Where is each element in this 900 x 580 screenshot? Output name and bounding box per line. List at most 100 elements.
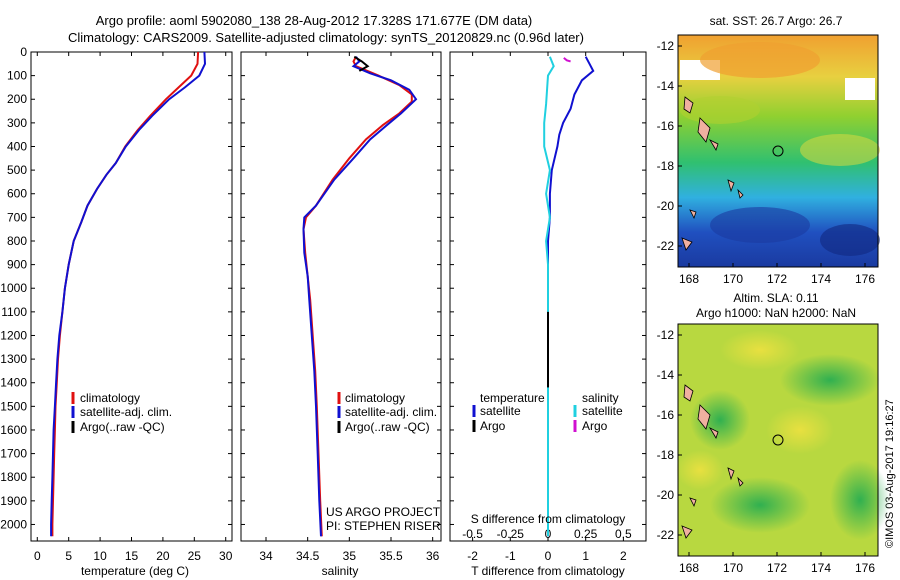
depth-tick-label: 1200 bbox=[0, 328, 27, 342]
x-tick-label-salinity: -0.5 bbox=[462, 527, 483, 541]
depth-tick-label: 1000 bbox=[0, 281, 27, 295]
x-tick-label: 36 bbox=[426, 549, 440, 563]
x-tick-label-salinity: -0.25 bbox=[497, 527, 525, 541]
temperature-plot: 0 5 10 15 20 25 30 bbox=[34, 51, 233, 563]
map-y-tick-label: -14 bbox=[657, 79, 675, 93]
depth-tick-label: 0 bbox=[20, 45, 27, 59]
x-tick-label: 20 bbox=[156, 549, 170, 563]
map-x-tick-label: 168 bbox=[679, 272, 699, 286]
legend-label-salinity-argo: Argo bbox=[582, 419, 608, 433]
depth-tick-label: 2000 bbox=[0, 517, 27, 531]
map-x-tick-label: 176 bbox=[855, 272, 875, 286]
series-line bbox=[302, 56, 413, 537]
x-tick-label: 30 bbox=[219, 549, 233, 563]
depth-axis: 0 100 200 300 400 500 600 700 800 900 1000 1100 1200… bbox=[0, 45, 646, 531]
legend-title-salinity: salinity bbox=[582, 391, 619, 405]
x-tick-label: 15 bbox=[125, 549, 139, 563]
map-x-tick-label: 176 bbox=[855, 561, 875, 575]
depth-tick-label: 600 bbox=[7, 187, 27, 201]
figure-title-line1: Argo profile: aoml 5902080_138 28-Aug-20… bbox=[96, 13, 533, 28]
sst-map-axes: 168 170 172 174 176 -12 -14 -16 -18 -20 -22 bbox=[657, 39, 876, 286]
depth-tick-label: 1600 bbox=[0, 423, 27, 437]
series-line bbox=[543, 56, 555, 537]
difference-xlabel-s: S difference from climatology bbox=[471, 512, 626, 526]
sst-map bbox=[677, 34, 880, 268]
x-tick-label: 35 bbox=[343, 549, 357, 563]
x-tick-label: 35.5 bbox=[379, 549, 403, 563]
sla-map-axes: 168 170 172 174 176 -12 -14 -16 -18 -20 -22 bbox=[657, 328, 876, 575]
figure-title-line2: Climatology: CARS2009. Satellite-adjuste… bbox=[68, 30, 584, 45]
depth-tick-label: 800 bbox=[7, 234, 27, 248]
legend-label-temperature-satellite: satellite bbox=[480, 404, 521, 418]
legend-label-argo: Argo(..raw -QC) bbox=[345, 420, 430, 434]
depth-tick-label: 1300 bbox=[0, 352, 27, 366]
depth-tick-label: 300 bbox=[7, 116, 27, 130]
map-y-tick-label: -14 bbox=[657, 368, 675, 382]
map-x-tick-label: 174 bbox=[811, 561, 831, 575]
sst-map-title: sat. SST: 26.7 Argo: 26.7 bbox=[710, 14, 843, 28]
depth-tick-label: 400 bbox=[7, 139, 27, 153]
depth-tick-label: 1900 bbox=[0, 494, 27, 508]
map-y-tick-label: -22 bbox=[657, 528, 675, 542]
map-x-tick-label: 170 bbox=[723, 272, 743, 286]
series-line bbox=[547, 56, 595, 537]
legend-label-satellite: satellite-adj. clim. bbox=[80, 405, 172, 419]
map-y-tick-label: -20 bbox=[657, 488, 675, 502]
map-y-tick-label: -20 bbox=[657, 199, 675, 213]
depth-tick-label: 1500 bbox=[0, 399, 27, 413]
depth-tick-label: 700 bbox=[7, 210, 27, 224]
map-y-tick-label: -16 bbox=[657, 119, 675, 133]
legend-label-climatology: climatology bbox=[80, 391, 140, 405]
x-tick-label-salinity: 0.5 bbox=[615, 527, 632, 541]
series-line bbox=[51, 51, 200, 537]
imos-stamp: ©IMOS 03-Aug-2017 19:16:27 bbox=[884, 399, 896, 548]
x-tick-label-salinity: 0.25 bbox=[574, 527, 598, 541]
map-x-tick-label: 168 bbox=[679, 561, 699, 575]
depth-tick-label: 1800 bbox=[0, 470, 27, 484]
depth-tick-label: 900 bbox=[7, 258, 27, 272]
legend-title-temperature: temperature bbox=[480, 391, 545, 405]
map-y-tick-label: -12 bbox=[657, 328, 675, 342]
map-y-tick-label: -22 bbox=[657, 239, 675, 253]
depth-tick-label: 500 bbox=[7, 163, 27, 177]
series-line bbox=[50, 51, 207, 537]
salinity-plot: 34 34.5 35 35.5 36 bbox=[259, 52, 440, 563]
x-tick-label: 2 bbox=[620, 549, 627, 563]
x-tick-label: 5 bbox=[65, 549, 72, 563]
map-y-tick-label: -18 bbox=[657, 159, 675, 173]
series-line bbox=[563, 57, 571, 63]
sla-map bbox=[676, 323, 890, 557]
temperature-legend: climatology satellite-adj. clim. Argo(..… bbox=[71, 391, 172, 434]
argo-location-marker bbox=[772, 434, 784, 446]
legend-label-argo: Argo(..raw -QC) bbox=[80, 420, 165, 434]
series-line bbox=[353, 55, 370, 72]
x-tick-label: 0 bbox=[545, 549, 552, 563]
project-credit: US ARGO PROJECT bbox=[326, 505, 441, 519]
difference-plot: -2 -1 0 1 2-0.5 -0.25 0 0.25 0.5 bbox=[462, 52, 632, 563]
salinity-panel-frame bbox=[240, 51, 442, 542]
series-line bbox=[302, 56, 418, 537]
argo-location-marker bbox=[772, 145, 784, 157]
legend-label-temperature-argo: Argo bbox=[480, 419, 506, 433]
depth-tick-label: 1400 bbox=[0, 376, 27, 390]
x-tick-label: 10 bbox=[93, 549, 107, 563]
x-tick-label: 34 bbox=[259, 549, 273, 563]
legend-label-satellite: satellite-adj. clim. bbox=[345, 405, 437, 419]
depth-tick-label: 100 bbox=[7, 69, 27, 83]
legend-label-salinity-satellite: satellite bbox=[582, 404, 623, 418]
x-tick-label: 1 bbox=[582, 549, 589, 563]
difference-xlabel-t: T difference from climatology bbox=[471, 564, 625, 578]
salinity-xlabel: salinity bbox=[322, 564, 359, 578]
x-tick-label: 34.5 bbox=[296, 549, 320, 563]
sla-map-title-1: Altim. SLA: 0.11 bbox=[733, 291, 818, 305]
depth-tick-label: 200 bbox=[7, 92, 27, 106]
map-x-tick-label: 172 bbox=[767, 272, 787, 286]
depth-tick-label: 1700 bbox=[0, 447, 27, 461]
temperature-xlabel: temperature (deg C) bbox=[81, 564, 189, 578]
temperature-panel-frame bbox=[30, 51, 233, 542]
x-tick-label: 0 bbox=[34, 549, 41, 563]
x-tick-label: -1 bbox=[505, 549, 516, 563]
salinity-legend: climatology satellite-adj. clim. Argo(..… bbox=[337, 391, 437, 434]
x-tick-label: 25 bbox=[188, 549, 202, 563]
depth-tick-label: 1100 bbox=[1, 305, 27, 319]
